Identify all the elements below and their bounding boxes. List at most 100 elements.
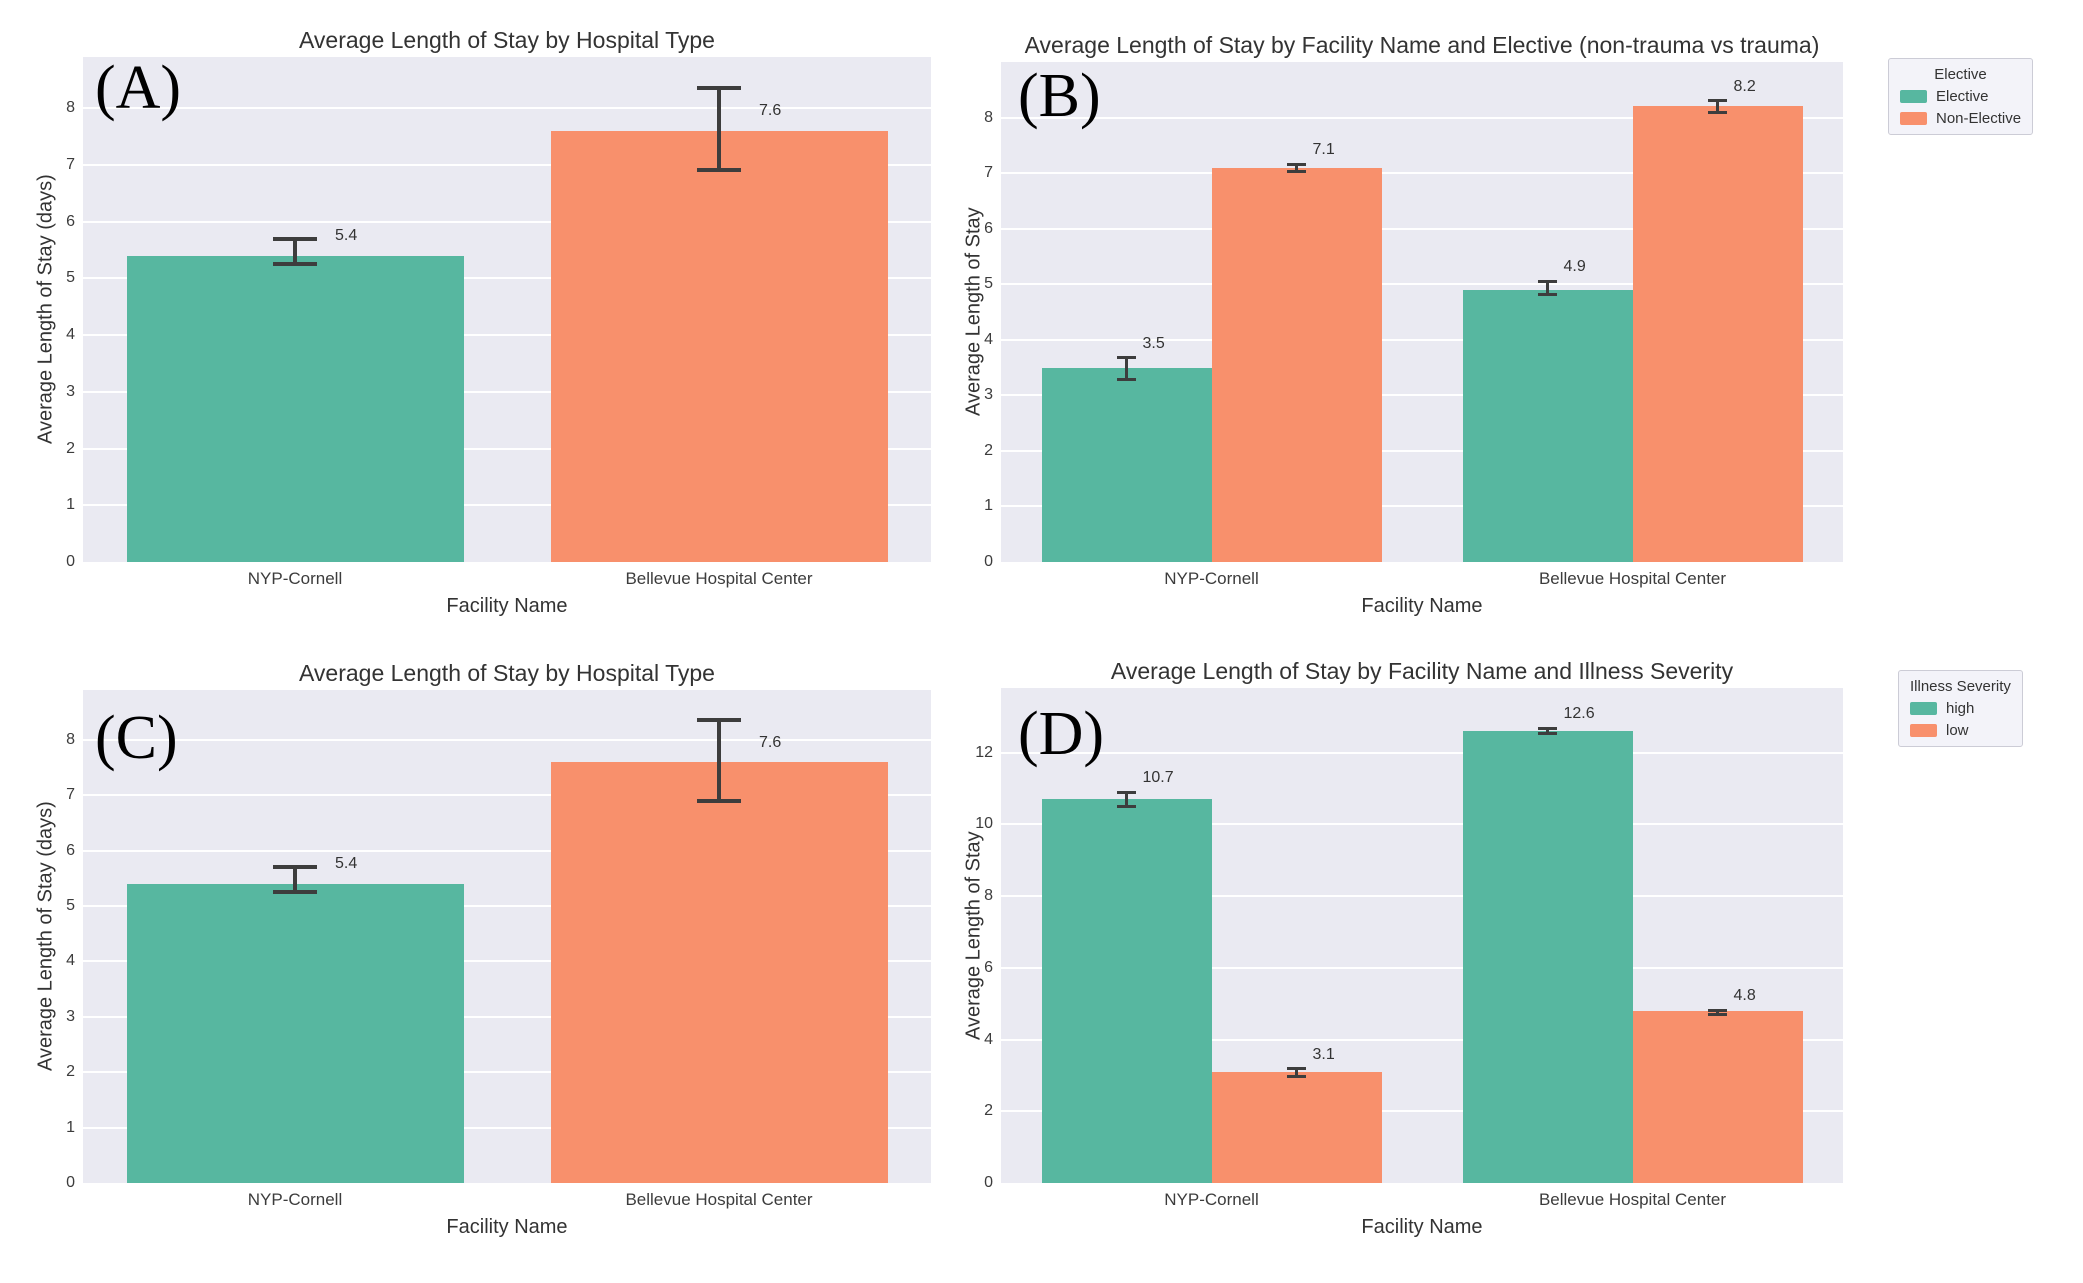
x-tick-label: NYP-Cornell [247,1190,343,1209]
gridline [1001,505,1843,508]
gridline [1001,1038,1843,1041]
gridline [83,1015,931,1018]
error-bar [1716,100,1719,112]
bar-value-label: 7.1 [1312,141,1335,159]
bar-value-label: 8.2 [1733,77,1756,95]
legend-label: Non-Elective [1936,110,2022,127]
error-bar-cap [273,890,317,895]
x-tick-label: NYP-Cornell [247,569,343,588]
bar-value-label: 4.8 [1733,987,1756,1005]
bar [1041,799,1212,1183]
error-bar [293,867,297,893]
legend: Elective Elective Non-Elective [1888,58,2034,135]
bar-value-label: 12.6 [1563,705,1595,723]
error-bar-cap [1708,1012,1727,1016]
y-tick-label: 8 [984,108,993,126]
gridline [83,220,931,223]
legend-label: high [1946,700,1975,717]
y-axis-label: Average Length of Stay [962,207,985,417]
error-bar-cap [1117,378,1136,382]
x-tick-label: Bellevue Hospital Center [1538,569,1727,588]
bar [126,883,464,1183]
gridline [83,1071,931,1074]
gridline [83,390,931,393]
error-bar-cap [1117,790,1136,794]
error-bar-cap [1287,169,1306,173]
panel-letter: (B) [1018,62,1101,130]
y-tick-label: 5 [984,275,993,293]
y-tick-label: 7 [66,155,75,173]
y-tick-label: 1 [66,496,75,514]
gridline [1001,227,1843,230]
bar-value-label: 3.1 [1312,1045,1335,1063]
y-tick-label: 4 [984,1030,993,1048]
y-tick-label: 0 [66,553,75,570]
gridline [83,849,931,852]
gridline [1001,394,1843,397]
y-axis-label: Average Length of Stay (days) [34,801,57,1072]
gridline [83,738,931,741]
bar-value-label: 3.5 [1142,334,1165,352]
error-bar [1716,1010,1719,1015]
bar [126,255,464,562]
x-tick-label: NYP-Cornell [1164,569,1259,588]
gridline [1001,338,1843,341]
bar [1632,106,1803,562]
gridline [1001,823,1843,826]
error-bar-cap [1538,732,1557,736]
y-tick-label: 4 [66,952,75,970]
error-bar [293,238,297,265]
error-bar [1546,728,1549,734]
y-tick-label: 10 [975,815,993,833]
bar [1211,167,1382,562]
gridline [1001,172,1843,175]
error-bar-cap [1708,110,1727,114]
bar [550,762,888,1183]
legend-swatch [1900,90,1927,103]
y-tick-label: 7 [66,786,75,804]
error-bar-cap [1287,1067,1306,1071]
error-bar-cap [697,798,741,803]
error-bar-cap [1287,162,1306,166]
x-tick-label: Bellevue Hospital Center [625,1190,813,1209]
x-axis-label: Facility Name [1361,595,1483,617]
bar [1211,1071,1382,1183]
panel-letter: (A) [95,54,182,122]
error-bar-cap [273,236,317,241]
bar-value-label: 4.9 [1563,258,1586,276]
chart-title: Average Length of Stay by Facility Name … [1110,658,1734,684]
y-tick-label: 2 [984,441,993,459]
y-tick-label: 6 [984,219,993,237]
legend-swatch [1910,702,1937,715]
gridline [83,163,931,166]
x-axis-label: Facility Name [1361,1216,1483,1238]
y-axis-label: Average Length of Stay [962,831,985,1040]
chart-title: Average Length of Stay by Hospital Type [299,660,715,686]
y-tick-label: 2 [984,1102,993,1120]
bar-value-label: 7.6 [759,733,782,751]
gridline [1001,751,1843,754]
y-tick-label: 8 [984,887,993,905]
legend-label: Elective [1936,88,1989,105]
x-tick-label: NYP-Cornell [1164,1190,1259,1209]
bar-value-label: 10.7 [1142,769,1174,787]
bar [1041,367,1212,562]
error-bar-cap [1538,726,1557,730]
y-tick-label: 0 [984,553,993,570]
y-tick-label: 4 [66,326,75,344]
bar-value-label: 5.4 [335,226,358,244]
error-bar-cap [697,168,741,173]
gridline [83,277,931,280]
error-bar-cap [1117,804,1136,808]
y-tick-label: 6 [66,841,75,859]
y-tick-label: 4 [984,330,993,348]
gridline [83,1126,931,1129]
error-bar-cap [1708,99,1727,103]
bar [1632,1010,1803,1183]
legend-title: Elective [1934,66,1987,83]
gridline [1001,116,1843,119]
legend-swatch [1900,112,1927,125]
legend-title: Illness Severity [1910,678,2011,695]
y-tick-label: 0 [984,1174,993,1191]
error-bar-cap [1538,292,1557,296]
